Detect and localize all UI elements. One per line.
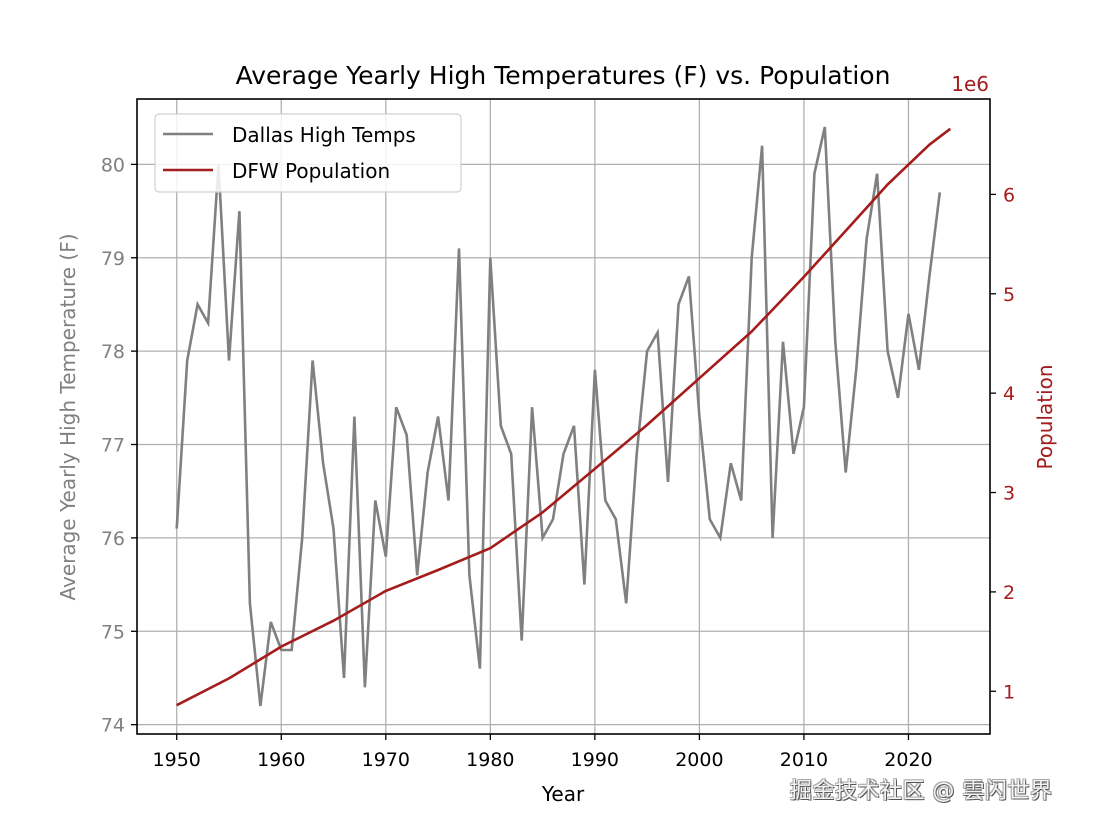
left-y-tick-label: 80 (101, 154, 125, 176)
left-y-axis: 74 75 76 77 78 79 80 (101, 154, 137, 737)
left-y-tick-label: 75 (101, 621, 125, 643)
plot-frame (136, 98, 991, 735)
legend-label-population: DFW Population (232, 159, 390, 183)
chart-title: Average Yearly High Temperatures (F) vs.… (236, 61, 891, 90)
x-tick-label: 1990 (571, 749, 619, 771)
x-tick-label: 1960 (257, 749, 305, 771)
right-y-tick-label: 4 (1003, 383, 1015, 405)
x-tick-label: 2000 (675, 749, 723, 771)
grid (137, 99, 990, 734)
population-line (176, 127, 952, 707)
right-y-axis-label: Population (1033, 364, 1057, 469)
legend-box (154, 113, 462, 193)
x-tick-label: 1950 (153, 749, 201, 771)
population-series (176, 127, 952, 707)
right-y-tick-label: 1 (1003, 681, 1015, 703)
legend-label-temps: Dallas High Temps (232, 123, 416, 147)
x-tick-label: 1980 (466, 749, 514, 771)
temps-series (175, 126, 942, 707)
left-y-tick-label: 74 (101, 715, 125, 737)
temps-line (175, 126, 942, 707)
x-axis: 1950 1960 1970 1980 1990 2000 2010 2020 (153, 734, 933, 771)
right-axis-offset-label: 1e6 (951, 72, 989, 96)
right-y-tick-label: 5 (1003, 284, 1015, 306)
left-y-axis-label: Average Yearly High Temperature (F) (56, 233, 80, 600)
watermark: 掘金技术社区 @ 雲闪世界 (790, 779, 1053, 804)
x-tick-label: 2010 (780, 749, 828, 771)
x-axis-label: Year (541, 782, 585, 806)
right-y-axis: 1 2 3 4 5 6 (990, 184, 1015, 703)
right-y-tick-label: 3 (1003, 483, 1015, 505)
left-y-tick-label: 77 (101, 435, 125, 457)
left-y-tick-label: 76 (101, 528, 125, 550)
x-tick-label: 1970 (362, 749, 410, 771)
left-y-tick-label: 78 (101, 341, 125, 363)
x-tick-label: 2020 (884, 749, 932, 771)
right-y-tick-label: 2 (1003, 582, 1015, 604)
left-y-tick-label: 79 (101, 248, 125, 270)
right-y-tick-label: 6 (1003, 184, 1015, 206)
legend: Dallas High Temps DFW Population (154, 113, 462, 193)
